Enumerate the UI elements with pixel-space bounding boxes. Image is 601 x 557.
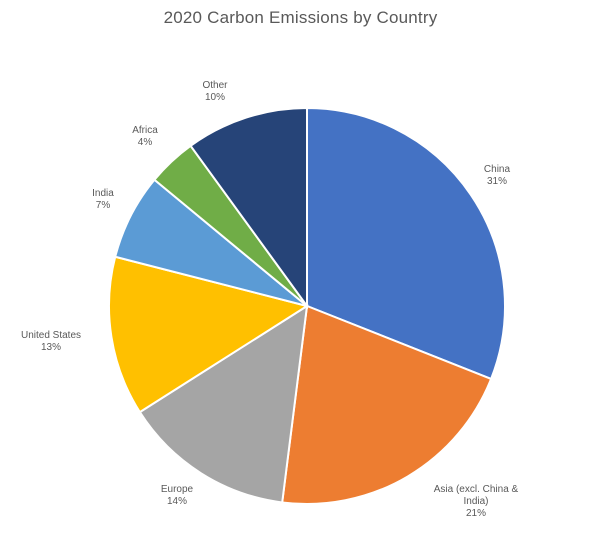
slice-label-asia-excl-china-india: Asia (excl. China & India) 21%: [434, 484, 519, 519]
pie-slice-other: [189, 106, 308, 310]
pie-slice-asia-excl-china-india: [281, 304, 493, 505]
pie-slice-europe: [138, 304, 309, 504]
chart-title: 2020 Carbon Emissions by Country: [163, 8, 438, 27]
slice-label-other: Other 10%: [202, 80, 228, 103]
slice-label-india: India 7%: [92, 188, 114, 211]
slice-label-united-states: United States 13%: [21, 330, 81, 353]
pie-slice-china: [306, 106, 506, 381]
slice-label-europe: Europe 14%: [161, 484, 194, 507]
slice-label-africa: Africa 4%: [132, 125, 158, 148]
pie-slice-united-states: [108, 255, 310, 414]
slice-label-china: China 31%: [484, 164, 511, 187]
